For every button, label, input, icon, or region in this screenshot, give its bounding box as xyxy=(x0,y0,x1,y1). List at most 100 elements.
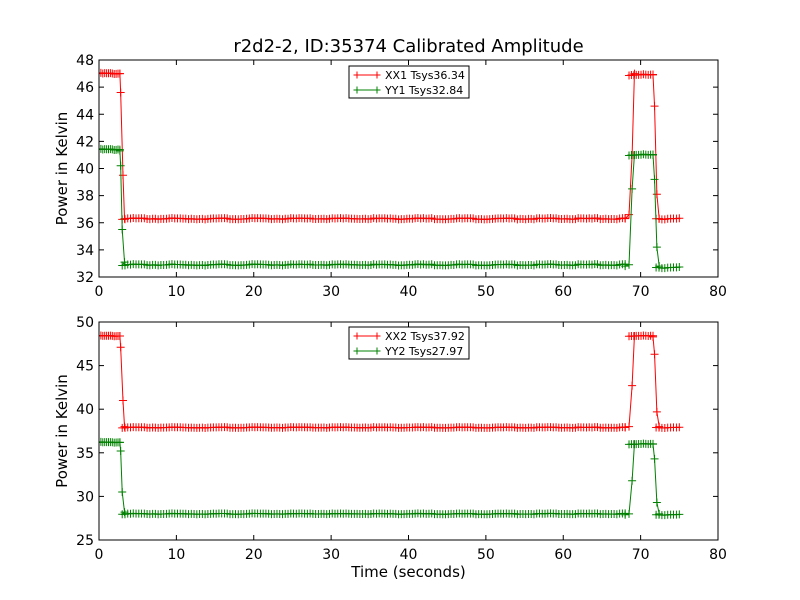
y-tick-label: 48 xyxy=(76,53,94,69)
y-tick-label: 25 xyxy=(76,533,94,549)
data-point-marker xyxy=(621,510,630,519)
data-point-marker xyxy=(118,171,127,180)
series-group xyxy=(99,331,684,520)
x-tick-label: 60 xyxy=(554,547,572,563)
legend-marker xyxy=(373,332,381,340)
data-point-marker xyxy=(649,150,658,159)
legend: XX2 Tsys37.92 YY2 Tsys27.97 xyxy=(348,326,470,360)
legend-marker xyxy=(373,347,381,355)
series-xx-2 xyxy=(99,331,684,432)
chart-title: r2d2-2, ID:35374 Calibrated Amplitude xyxy=(233,36,583,57)
data-point-marker xyxy=(650,102,659,111)
legend-item: XX2 Tsys37.92 xyxy=(353,330,465,343)
data-point-marker xyxy=(115,69,124,78)
x-tick-label: 40 xyxy=(400,547,418,563)
legend-box xyxy=(348,326,470,360)
y-tick-label: 42 xyxy=(76,134,94,150)
y-tick-label: 30 xyxy=(76,489,94,505)
data-point-marker xyxy=(118,396,127,405)
x-tick-label: 20 xyxy=(245,547,263,563)
data-point-marker xyxy=(652,243,661,252)
legend-label: YY1 Tsys32.84 xyxy=(384,84,463,97)
data-point-marker xyxy=(621,262,630,271)
x-tick-label: 70 xyxy=(632,284,650,300)
data-point-marker xyxy=(650,454,659,463)
x-tick-label: 40 xyxy=(400,284,418,300)
x-tick-label: 0 xyxy=(95,284,104,300)
legend-item: YY1 Tsys32.84 xyxy=(353,84,463,97)
data-point-marker xyxy=(628,476,637,485)
series-xx-1 xyxy=(99,68,684,224)
y-axis-label: Power in Kelvin xyxy=(53,374,71,488)
data-point-marker xyxy=(628,184,637,193)
data-point-marker xyxy=(649,440,658,449)
data-point-marker xyxy=(675,263,684,272)
data-point-marker xyxy=(675,214,684,223)
data-point-marker xyxy=(115,438,124,447)
x-tick-label: 50 xyxy=(477,284,495,300)
series-group xyxy=(99,68,684,273)
legend-marker xyxy=(353,86,361,94)
y-tick-label: 45 xyxy=(76,359,94,375)
data-point-marker xyxy=(115,331,124,340)
data-point-marker xyxy=(675,423,684,432)
x-tick-label: 80 xyxy=(709,284,727,300)
legend-label: XX2 Tsys37.92 xyxy=(385,330,465,343)
data-point-marker xyxy=(116,161,125,170)
legend-item: XX1 Tsys36.34 xyxy=(353,69,465,82)
bottom-subplot: 0 10 20 30 40 50 60 70 80 25 30 35 40 45 50 Power in Ke… xyxy=(53,315,727,581)
y-tick-label: 50 xyxy=(76,315,94,331)
data-point-marker xyxy=(628,381,637,390)
data-point-marker xyxy=(650,350,659,359)
data-point-marker xyxy=(118,488,127,497)
y-tick-label: 44 xyxy=(76,107,94,123)
data-point-marker xyxy=(116,88,125,97)
x-tick-label: 30 xyxy=(322,547,340,563)
legend-item: YY2 Tsys27.97 xyxy=(353,345,463,358)
y-tick-label: 40 xyxy=(76,402,94,418)
x-tick-label: 50 xyxy=(477,547,495,563)
y-tick-label: 40 xyxy=(76,162,94,178)
legend-label: XX1 Tsys36.34 xyxy=(385,69,465,82)
x-tick-label: 80 xyxy=(709,547,727,563)
data-point-marker xyxy=(650,175,659,184)
data-point-marker xyxy=(118,225,127,234)
data-point-marker xyxy=(649,332,658,341)
y-tick-label: 34 xyxy=(76,243,94,259)
data-point-marker xyxy=(652,407,661,416)
x-tick-label: 0 xyxy=(95,547,104,563)
y-axis-label: Power in Kelvin xyxy=(53,112,71,226)
data-point-marker xyxy=(116,447,125,456)
data-point-marker xyxy=(116,343,125,352)
legend-marker xyxy=(353,332,361,340)
x-tick-label: 20 xyxy=(245,284,263,300)
y-tick-label: 38 xyxy=(76,189,94,205)
y-tick-label: 46 xyxy=(76,80,94,96)
data-point-marker xyxy=(649,70,658,79)
data-point-marker xyxy=(675,510,684,519)
y-tick-label: 36 xyxy=(76,216,94,232)
x-tick-label: 60 xyxy=(554,284,572,300)
data-point-marker xyxy=(625,210,634,219)
top-subplot: 0 10 20 30 40 50 60 70 80 32 34 36 38 40 42 44 46 48 r2d2-… xyxy=(53,36,727,300)
y-tick-label: 32 xyxy=(76,270,94,286)
y-tick-label: 35 xyxy=(76,446,94,462)
data-point-marker xyxy=(625,260,634,269)
data-point-marker xyxy=(621,214,630,223)
data-point-marker xyxy=(652,498,661,507)
data-point-marker xyxy=(621,423,630,432)
data-point-marker xyxy=(115,146,124,155)
legend: XX1 Tsys36.34 YY1 Tsys32.84 xyxy=(348,65,470,99)
x-axis-label: Time (seconds) xyxy=(350,563,466,581)
data-point-marker xyxy=(625,509,634,518)
series-yy-1 xyxy=(99,144,684,273)
x-tick-label: 10 xyxy=(167,284,185,300)
data-point-marker xyxy=(625,422,634,431)
legend-marker xyxy=(373,86,381,94)
legend-box xyxy=(348,65,470,99)
legend-marker xyxy=(353,347,361,355)
legend-marker xyxy=(353,71,361,79)
legend-marker xyxy=(373,71,381,79)
x-tick-label: 10 xyxy=(167,547,185,563)
